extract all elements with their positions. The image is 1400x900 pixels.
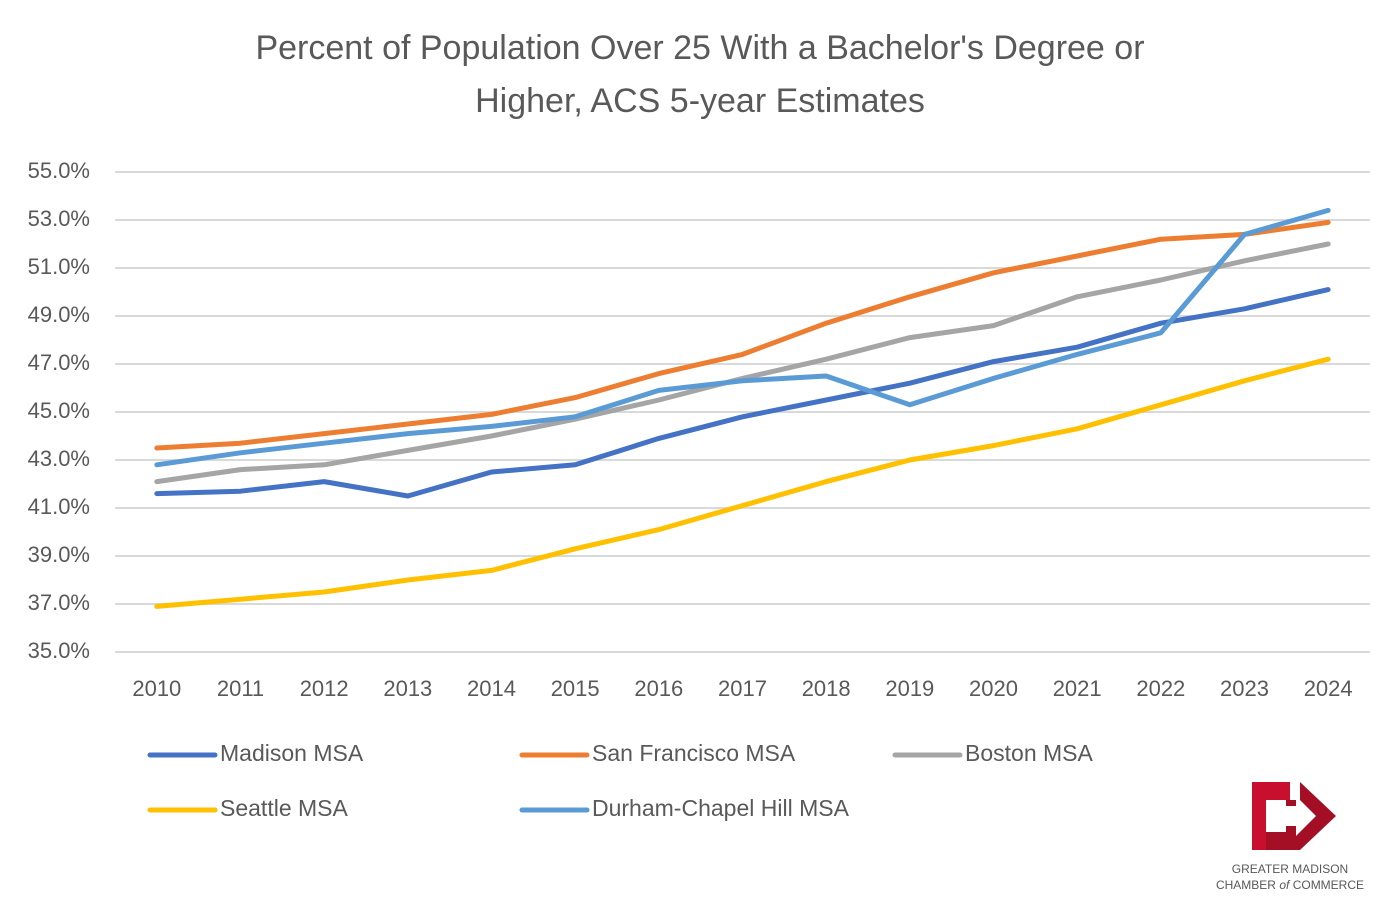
legend-label: Madison MSA bbox=[220, 740, 364, 766]
logo-mark bbox=[1252, 782, 1290, 850]
x-tick-label: 2016 bbox=[634, 676, 683, 701]
x-tick-label: 2015 bbox=[551, 676, 600, 701]
y-tick-label: 37.0% bbox=[28, 590, 90, 615]
x-tick-label: 2019 bbox=[885, 676, 934, 701]
logo: GREATER MADISON CHAMBER of COMMERCE bbox=[1216, 782, 1364, 892]
y-tick-label: 35.0% bbox=[28, 638, 90, 663]
legend-label: Durham-Chapel Hill MSA bbox=[592, 795, 850, 821]
y-tick-label: 39.0% bbox=[28, 542, 90, 567]
x-tick-label: 2018 bbox=[802, 676, 851, 701]
x-tick-label: 2020 bbox=[969, 676, 1018, 701]
logo-text: of bbox=[1279, 878, 1291, 892]
y-tick-label: 53.0% bbox=[28, 206, 90, 231]
legend-label: Seattle MSA bbox=[220, 795, 348, 821]
logo-text: CHAMBER bbox=[1216, 878, 1276, 892]
x-tick-label: 2010 bbox=[132, 676, 181, 701]
x-tick-label: 2013 bbox=[383, 676, 432, 701]
y-tick-label: 49.0% bbox=[28, 302, 90, 327]
x-tick-label: 2023 bbox=[1220, 676, 1269, 701]
legend-label: Boston MSA bbox=[965, 740, 1093, 766]
logo-text: GREATER MADISON bbox=[1232, 862, 1348, 876]
series-line bbox=[154, 287, 1331, 499]
y-tick-label: 43.0% bbox=[28, 446, 90, 471]
y-tick-label: 41.0% bbox=[28, 494, 90, 519]
x-tick-label: 2011 bbox=[217, 676, 264, 701]
y-tick-label: 51.0% bbox=[28, 254, 90, 279]
logo-text: CHAMBER of COMMERCE bbox=[1216, 878, 1364, 892]
x-tick-label: 2021 bbox=[1053, 676, 1102, 701]
x-tick-label: 2022 bbox=[1136, 676, 1185, 701]
chart-title: Higher, ACS 5-year Estimates bbox=[475, 82, 925, 120]
y-tick-label: 47.0% bbox=[28, 350, 90, 375]
logo-mark bbox=[1270, 796, 1316, 836]
series-line bbox=[154, 207, 1331, 468]
series-line bbox=[154, 241, 1331, 485]
y-tick-label: 55.0% bbox=[28, 158, 90, 183]
logo-text: COMMERCE bbox=[1293, 878, 1364, 892]
legend-label: San Francisco MSA bbox=[592, 740, 796, 766]
x-tick-label: 2024 bbox=[1304, 676, 1353, 701]
chart-title: Percent of Population Over 25 With a Bac… bbox=[255, 29, 1144, 67]
series-line bbox=[154, 356, 1331, 609]
x-tick-label: 2014 bbox=[467, 676, 516, 701]
series-line bbox=[154, 219, 1331, 451]
x-tick-label: 2012 bbox=[300, 676, 349, 701]
y-tick-label: 45.0% bbox=[28, 398, 90, 423]
x-tick-label: 2017 bbox=[718, 676, 767, 701]
